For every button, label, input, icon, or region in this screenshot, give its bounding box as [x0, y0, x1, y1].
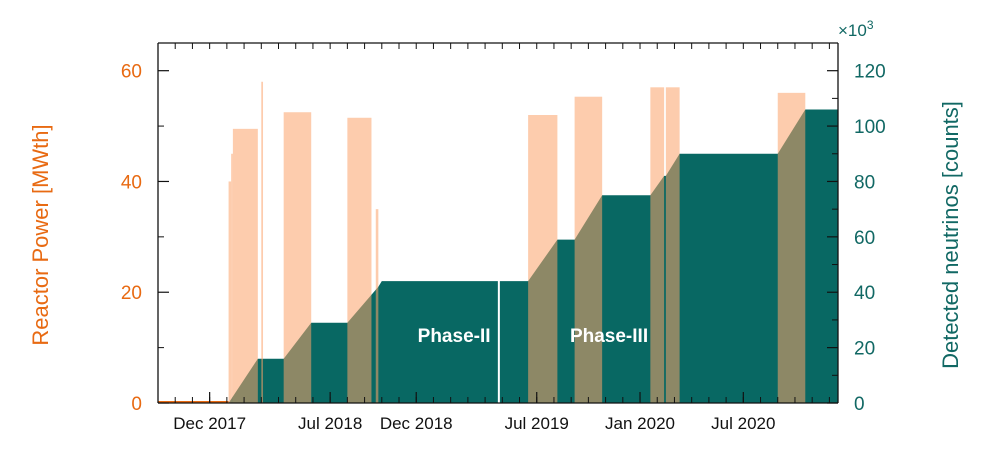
left-axis-title: Reactor Power [MWth]	[28, 124, 53, 345]
x-tick-label: Jul 2020	[711, 414, 775, 433]
multiplier-exponent: 3	[867, 18, 874, 32]
right-tick-label: 120	[854, 62, 886, 83]
reactor-power-bar	[283, 112, 312, 403]
x-tick-label: Jan 2020	[605, 414, 675, 433]
reactor-power-bar	[375, 209, 379, 403]
left-tick-label: 40	[121, 172, 142, 193]
reactor-power-bar	[232, 128, 258, 403]
left-tick-label: 0	[131, 394, 142, 415]
right-axis-multiplier: ×103	[838, 18, 874, 40]
right-tick-label: 20	[854, 339, 875, 360]
axes-frame	[157, 42, 839, 404]
reactor-power-bar	[574, 96, 603, 403]
right-tick-label: 80	[854, 172, 875, 193]
x-tick-label: Jul 2019	[505, 414, 569, 433]
reactor-power-bar	[261, 81, 264, 403]
reactor-power-bar	[231, 153, 233, 403]
right-tick-label: 100	[854, 117, 886, 138]
right-tick-label: 60	[854, 228, 875, 249]
phase-label: Phase-II	[418, 326, 491, 347]
right-tick-label: 40	[854, 283, 875, 304]
right-tick-label: 0	[854, 394, 865, 415]
reactor-power-bar	[665, 87, 680, 403]
reactor-power-bar	[528, 115, 558, 403]
multiplier-base: ×10	[838, 21, 867, 40]
x-tick-label: Dec 2017	[173, 414, 246, 433]
right-axis-title: Detected neutrinos [counts]	[938, 101, 963, 369]
reactor-power-bar	[777, 92, 806, 403]
plot-area: Phase-II Phase-III	[158, 81, 838, 403]
x-tick-label: Dec 2018	[380, 414, 453, 433]
tick-marks: 0 20 40 60 0 20 40 60 80 100 120 Dec 2017 Jul 2018 De…	[121, 42, 886, 433]
reactor-power-bar	[650, 87, 665, 403]
left-tick-label: 20	[121, 283, 142, 304]
left-tick-label: 60	[121, 62, 142, 83]
reactor-power-bar	[347, 117, 372, 403]
phase-label: Phase-III	[570, 326, 648, 347]
reactor-power-bar	[228, 181, 232, 403]
x-tick-label: Jul 2018	[298, 414, 362, 433]
